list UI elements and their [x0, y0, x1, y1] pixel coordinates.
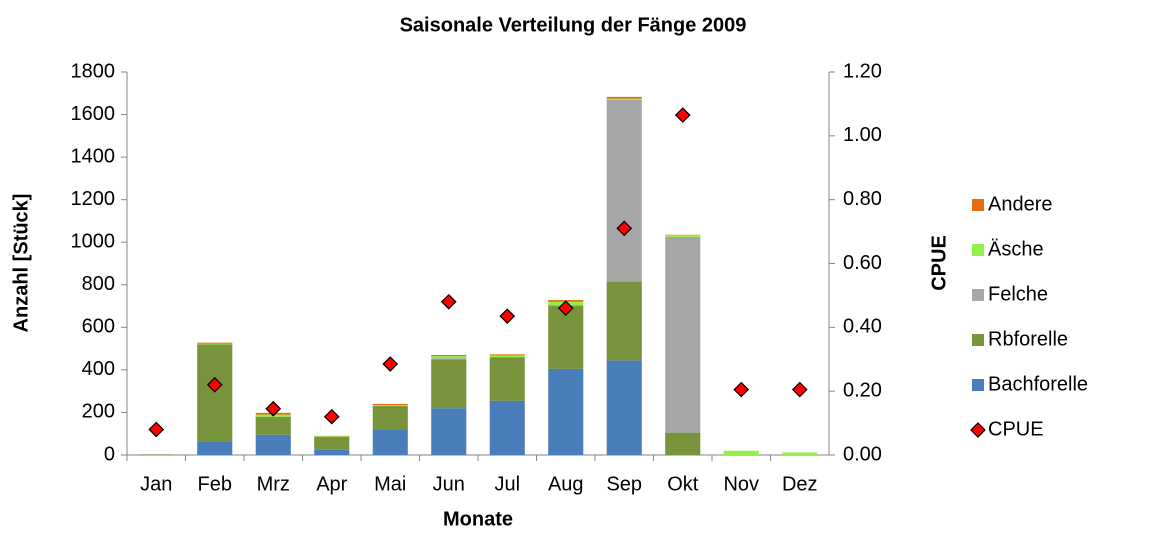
bar-segment [431, 359, 467, 409]
x-tick-label: Mai [374, 473, 406, 495]
bar-segment [782, 452, 818, 455]
legend-swatch [972, 199, 984, 211]
cpue-marker [499, 308, 516, 325]
y2-tick-label: 1.00 [843, 124, 882, 146]
bar-segment [665, 236, 701, 433]
y2-tick-label: 1.20 [843, 60, 882, 82]
bar-segment [372, 406, 408, 430]
cpue-marker [557, 300, 574, 317]
y2-axis-label: CPUE [928, 235, 950, 291]
y-axis-label: Anzahl [Stück] [10, 194, 32, 333]
bar-segment [255, 434, 291, 455]
legend-label: Bachforelle [988, 373, 1088, 395]
legend-label: Äsche [988, 238, 1044, 260]
bar-segment [431, 354, 467, 357]
x-tick-label: Dez [782, 473, 818, 495]
y2-tick-label: 0.40 [843, 316, 882, 338]
bar-segment [197, 441, 233, 455]
bar-segment [606, 281, 642, 361]
bar-segment [606, 360, 642, 455]
bar-segment [197, 344, 233, 442]
cpue-marker [206, 376, 223, 393]
y-tick-label: 1200 [71, 188, 116, 210]
bar-segment [489, 355, 525, 358]
bar-segment [489, 354, 525, 356]
x-tick-label: Jul [494, 473, 520, 495]
y-tick-label: 800 [82, 273, 115, 295]
bar-segment [431, 358, 467, 360]
x-tick-label: Aug [548, 473, 584, 495]
x-tick-label: Nov [723, 473, 759, 495]
bar-segment [314, 436, 350, 437]
bar-segment [197, 343, 233, 345]
x-tick-label: Mrz [257, 473, 290, 495]
bar-segment [314, 449, 350, 455]
bar-segment [372, 429, 408, 455]
y2-tick-label: 0.80 [843, 188, 882, 210]
chart-title: Saisonale Verteilung der Fänge 2009 [400, 14, 747, 36]
legend-swatch [972, 244, 984, 256]
y-tick-label: 1400 [71, 145, 116, 167]
legend-swatch [972, 289, 984, 301]
bar-segment [606, 96, 642, 99]
cpue-marker [674, 107, 691, 123]
y-tick-label: 1600 [71, 103, 116, 125]
x-tick-label: Feb [198, 473, 232, 495]
y-tick-label: 400 [82, 358, 115, 380]
bar-segment [548, 368, 584, 455]
y2-tick-label: 0.00 [843, 443, 882, 465]
legend-label: Andere [988, 193, 1053, 215]
legend-label: CPUE [988, 418, 1044, 440]
y2-tick-label: 0.20 [843, 379, 882, 401]
bar-segment [489, 357, 525, 401]
bar-segment [431, 356, 467, 359]
y-tick-label: 0 [104, 443, 115, 465]
y-tick-label: 600 [82, 316, 115, 338]
legend-label: Felche [988, 283, 1048, 305]
cpue-marker [382, 356, 399, 372]
bar-segment [314, 436, 350, 450]
cpue-marker [148, 421, 165, 438]
x-tick-label: Okt [667, 473, 699, 495]
x-tick-label: Apr [316, 473, 347, 495]
x-axis-label: Monate [443, 508, 513, 530]
bar-segment [197, 342, 233, 344]
bar-segment [606, 98, 642, 100]
cpue-marker [323, 408, 340, 425]
cpue-marker [440, 293, 457, 310]
legend-swatch [972, 379, 984, 391]
bar-segment [665, 235, 701, 237]
cpue-marker [733, 381, 750, 398]
y2-tick-label: 0.60 [843, 252, 882, 274]
bar-segment [431, 408, 467, 455]
bar-segment [138, 454, 174, 455]
y-tick-label: 1800 [71, 60, 116, 82]
legend-marker [970, 422, 986, 438]
bar-segment [723, 450, 759, 455]
cpue-marker [791, 381, 808, 398]
bar-segment [372, 403, 408, 405]
bar-segment [489, 400, 525, 455]
bar-segment [372, 404, 408, 407]
legend-label: Rbforelle [988, 328, 1068, 350]
cpue-marker [265, 400, 282, 417]
y-tick-label: 200 [82, 401, 115, 423]
x-tick-label: Sep [606, 473, 642, 495]
x-tick-label: Jan [140, 473, 172, 495]
bar-segment [255, 416, 291, 435]
cpue-marker [616, 220, 633, 237]
y-tick-label: 1000 [71, 231, 116, 253]
x-tick-label: Jun [433, 473, 465, 495]
bar-segment [665, 432, 701, 455]
bar-segment [606, 99, 642, 282]
bar-segment [548, 306, 584, 369]
legend-swatch [972, 334, 984, 346]
